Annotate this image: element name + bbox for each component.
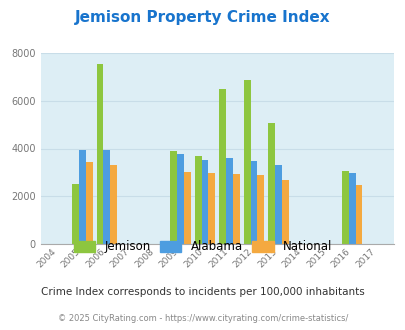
Bar xyxy=(226,158,232,244)
Bar xyxy=(232,174,239,244)
Bar xyxy=(355,185,362,244)
Bar xyxy=(103,150,110,244)
Text: © 2025 CityRating.com - https://www.cityrating.com/crime-statistics/: © 2025 CityRating.com - https://www.city… xyxy=(58,314,347,323)
Bar xyxy=(257,175,264,244)
Bar xyxy=(243,80,250,244)
Bar xyxy=(219,89,226,244)
Bar xyxy=(72,184,79,244)
Bar xyxy=(96,64,103,244)
Text: Crime Index corresponds to incidents per 100,000 inhabitants: Crime Index corresponds to incidents per… xyxy=(41,287,364,297)
Bar xyxy=(275,165,281,244)
Bar xyxy=(201,160,208,244)
Bar xyxy=(79,150,85,244)
Text: Jemison Property Crime Index: Jemison Property Crime Index xyxy=(75,10,330,25)
Bar xyxy=(110,165,117,244)
Bar xyxy=(208,173,215,244)
Bar xyxy=(85,162,92,244)
Bar xyxy=(177,154,183,244)
Bar xyxy=(183,172,190,244)
Bar xyxy=(341,171,348,244)
Bar xyxy=(250,161,257,244)
Legend: Jemison, Alabama, National: Jemison, Alabama, National xyxy=(69,236,336,258)
Bar xyxy=(348,173,355,244)
Bar xyxy=(170,151,177,244)
Bar xyxy=(281,180,288,244)
Bar xyxy=(194,156,201,244)
Bar xyxy=(268,123,275,244)
